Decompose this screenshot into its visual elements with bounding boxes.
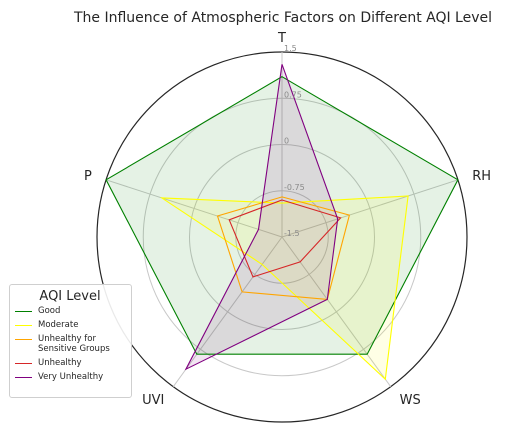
legend-label: Moderate	[38, 320, 79, 330]
legend-item: Unhealthy	[15, 358, 125, 368]
legend-swatch	[15, 377, 32, 378]
legend-label: Unhealthy for Sensitive Groups	[38, 334, 110, 354]
legend-title: AQI Level	[39, 289, 101, 304]
spoke-P	[105, 179, 283, 238]
series-line-2	[216, 196, 351, 300]
tick-label: -1.5	[284, 229, 300, 238]
legend-item: Very Unhealthy	[15, 372, 125, 382]
tick-label: 0	[284, 137, 289, 146]
spoke-UVI	[172, 236, 283, 387]
series-line-3	[228, 199, 342, 278]
legend-label: Very Unhealthy	[38, 372, 104, 382]
tick-label: -0.75	[284, 183, 305, 192]
legend-item: Good	[15, 306, 125, 316]
legend-label: Good	[38, 306, 61, 316]
legend-label: Unhealthy	[38, 358, 82, 368]
series-fill-1	[161, 196, 409, 380]
axis-label-RH: RH	[472, 169, 491, 184]
chart-title: The Influence of Atmospheric Factors on …	[73, 10, 492, 26]
axis-label-P: P	[84, 169, 92, 184]
tick-label: 0.75	[284, 90, 302, 99]
series-line-0	[105, 76, 459, 355]
legend-swatch	[15, 311, 32, 312]
axis-label-UVI: UVI	[142, 393, 164, 408]
axis-label-T: T	[277, 31, 286, 46]
axis-label-WS: WS	[400, 393, 421, 408]
series-line-1	[159, 195, 409, 381]
legend-swatch	[15, 339, 32, 340]
series-fill-4	[185, 64, 338, 370]
tick-label: 1.5	[284, 44, 297, 53]
spoke-RH	[281, 179, 459, 238]
legend-swatch	[15, 363, 32, 364]
legend-item: Unhealthy for Sensitive Groups	[15, 334, 125, 354]
legend: AQI Level Good Moderate Unhealthy for Sensi…	[9, 284, 132, 398]
series-fill-0	[106, 76, 458, 355]
series-line-4	[184, 64, 339, 371]
legend-swatch	[15, 325, 32, 326]
legend-item: Moderate	[15, 320, 125, 330]
